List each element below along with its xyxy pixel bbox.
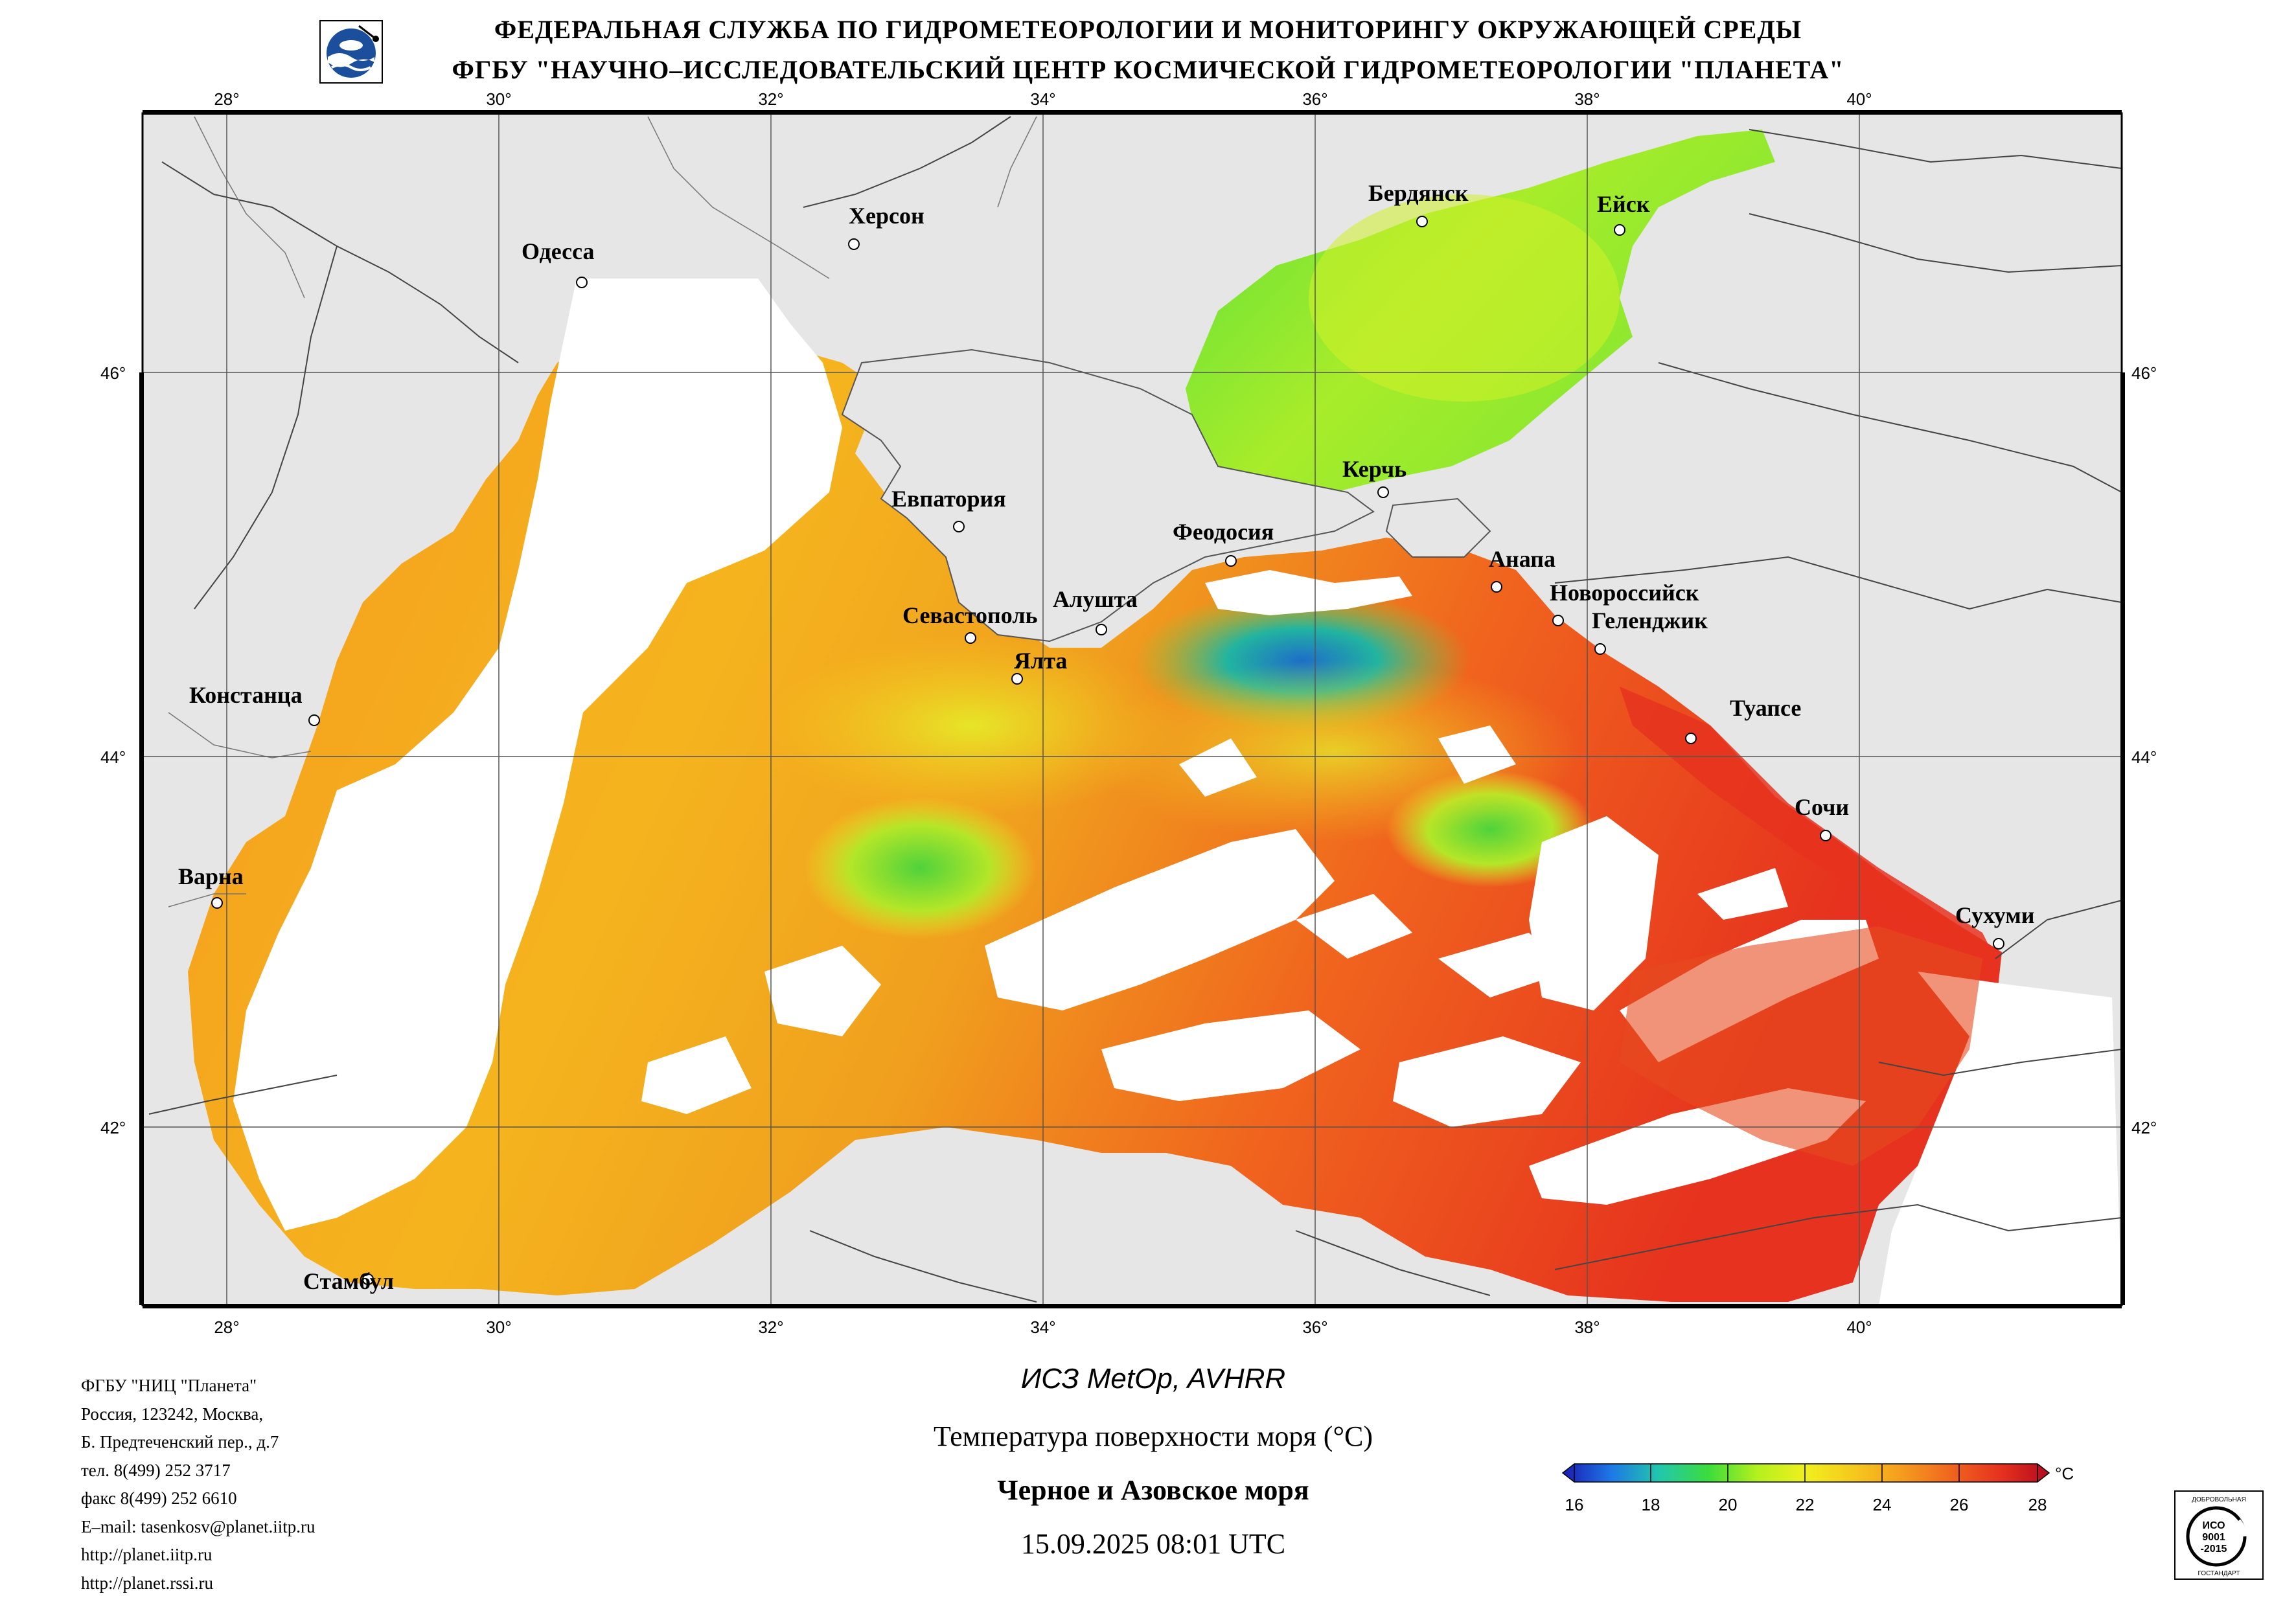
city-constanta: Констанца [189, 682, 303, 708]
lon-ticks-bottom: 28° 30° 32° 34° 36° 38° 40° [214, 1317, 1872, 1337]
header-line-2: ФГБУ "НАУЧНО–ИССЛЕДОВАТЕЛЬСКИЙ ЦЕНТР КОС… [452, 55, 1844, 84]
lon-tick: 30° [486, 89, 511, 109]
iso-certification-stamp: ДОБРОВОЛЬНАЯ ИСО 9001 -2015 ГОСТАНДАРТ [2174, 1490, 2264, 1580]
stamp-line-2: 9001 [2202, 1532, 2225, 1543]
lon-tick: 30° [486, 1317, 511, 1337]
colorbar-label: 26 [1950, 1495, 1969, 1514]
city-kherson: Херсон [849, 203, 924, 229]
lat-tick: 46° [100, 363, 126, 383]
stamp-line-3: -2015 [2201, 1544, 2227, 1555]
lon-tick: 38° [1574, 89, 1600, 109]
lon-tick: 32° [758, 89, 783, 109]
satellite-label: ИСЗ MetOp, AVHRR [1020, 1363, 1286, 1395]
lon-tick: 28° [214, 1317, 239, 1337]
planeta-logo [319, 20, 383, 84]
city-kerch: Керчь [1342, 456, 1406, 482]
city-odessa: Одесса [522, 238, 595, 264]
colorbar-label: 24 [1873, 1495, 1892, 1514]
lon-tick: 28° [214, 89, 239, 109]
colorbar-gradient [1561, 1463, 2050, 1483]
city-berdyansk: Бердянск [1368, 180, 1469, 206]
warm-coastal-strip [1620, 687, 1995, 959]
colorbar-label: 20 [1719, 1495, 1738, 1514]
warm-yellow-zone-2 [1088, 661, 1581, 842]
lat-tick: 44° [100, 747, 126, 767]
colorbar-unit: °C [2055, 1464, 2074, 1483]
colorbar: 16 18 20 22 24 26 28 °C [1561, 1463, 2074, 1514]
org-url-1[interactable]: http://planet.iitp.ru [81, 1545, 212, 1564]
org-line: ФГБУ "НИЦ "Планета" [81, 1376, 257, 1395]
lon-tick: 34° [1030, 1317, 1055, 1337]
frame-thick-edges [139, 110, 2125, 1308]
colorbar-label: 22 [1796, 1495, 1815, 1514]
lon-tick: 36° [1302, 89, 1327, 109]
city-istanbul: Стамбул [303, 1268, 394, 1294]
colorbar-ticks [1574, 1464, 2038, 1482]
lat-ticks: 46° 44° 42° 46° 44° 42° [100, 363, 2157, 1137]
city-gelendzhik: Геленджик [1592, 608, 1708, 633]
city-sevastopol: Севастополь [902, 602, 1038, 628]
datetime-label: 15.09.2025 08:01 UTC [1020, 1528, 1286, 1560]
colorbar-label: 16 [1565, 1495, 1584, 1514]
product-label: Температура поверхности моря (°C) [933, 1420, 1373, 1452]
lon-tick: 40° [1846, 1317, 1872, 1337]
graticule [143, 113, 2122, 1305]
organization-info: ФГБУ "НИЦ "Планета" Россия, 123242, Моск… [81, 1372, 316, 1597]
lon-tick: 34° [1030, 89, 1055, 109]
city-varna: Варна [178, 863, 244, 889]
city-yalta: Ялта [1014, 648, 1067, 674]
org-url-2[interactable]: http://planet.rssi.ru [81, 1573, 213, 1593]
region-label: Черное и Азовское моря [997, 1474, 1309, 1506]
org-line: тел. 8(499) 252 3717 [81, 1460, 231, 1480]
city-labels: Херсон Одесса Бердянск Ейск Евпатория Ке… [178, 180, 2035, 1294]
warm-yellow-zone [764, 635, 1179, 816]
lat-tick: 44° [2131, 747, 2157, 767]
azov-warm-patch [1309, 194, 1620, 402]
org-line: Россия, 123242, Москва, [81, 1404, 264, 1424]
city-evpatoriya: Евпатория [891, 486, 1006, 512]
org-line: Б. Предтеченский пер., д.7 [81, 1432, 279, 1452]
lat-tick: 46° [2131, 363, 2157, 383]
cool-patch-west [803, 797, 1037, 939]
lat-tick: 42° [2131, 1118, 2157, 1137]
stamp-top-text: ДОБРОВОЛЬНАЯ [2192, 1496, 2246, 1503]
stamp-line-1: ИСО [2202, 1520, 2225, 1531]
stamp-bottom-text: ГОСТАНДАРТ [2198, 1570, 2240, 1577]
taman-land [1385, 497, 1491, 558]
city-alushta: Алушта [1053, 586, 1138, 612]
warm-east-area [1620, 926, 1982, 1166]
city-yeysk: Ейск [1597, 191, 1650, 217]
lon-tick: 40° [1846, 89, 1872, 109]
lon-tick: 38° [1574, 1317, 1600, 1337]
city-sochi: Сочи [1795, 794, 1849, 820]
org-email[interactable]: E–mail: tasenkosv@planet.iitp.ru [81, 1516, 316, 1536]
colorbar-label: 18 [1642, 1495, 1660, 1514]
city-feodosiya: Феодосия [1173, 519, 1274, 545]
lon-tick: 36° [1302, 1317, 1327, 1337]
admin-borders [148, 116, 2122, 1303]
city-tuapse: Туапсе [1730, 695, 1801, 721]
colorbar-label: 28 [2028, 1495, 2047, 1514]
lon-tick: 32° [758, 1317, 783, 1337]
rivers [168, 116, 1037, 907]
org-line: факс 8(499) 252 6610 [81, 1488, 237, 1508]
lat-tick: 42° [100, 1118, 126, 1137]
header-line-1: ФЕДЕРАЛЬНАЯ СЛУЖБА ПО ГИДРОМЕТЕОРОЛОГИИ … [494, 15, 1802, 44]
city-novorossiysk: Новороссийск [1550, 580, 1699, 606]
crimea-land [841, 348, 1375, 643]
city-anapa: Анапа [1489, 546, 1556, 572]
city-markers [211, 216, 2004, 1285]
lon-ticks-top: 28° 30° 32° 34° 36° 38° 40° [214, 89, 1872, 109]
city-sukhumi: Сухуми [1955, 902, 2035, 928]
